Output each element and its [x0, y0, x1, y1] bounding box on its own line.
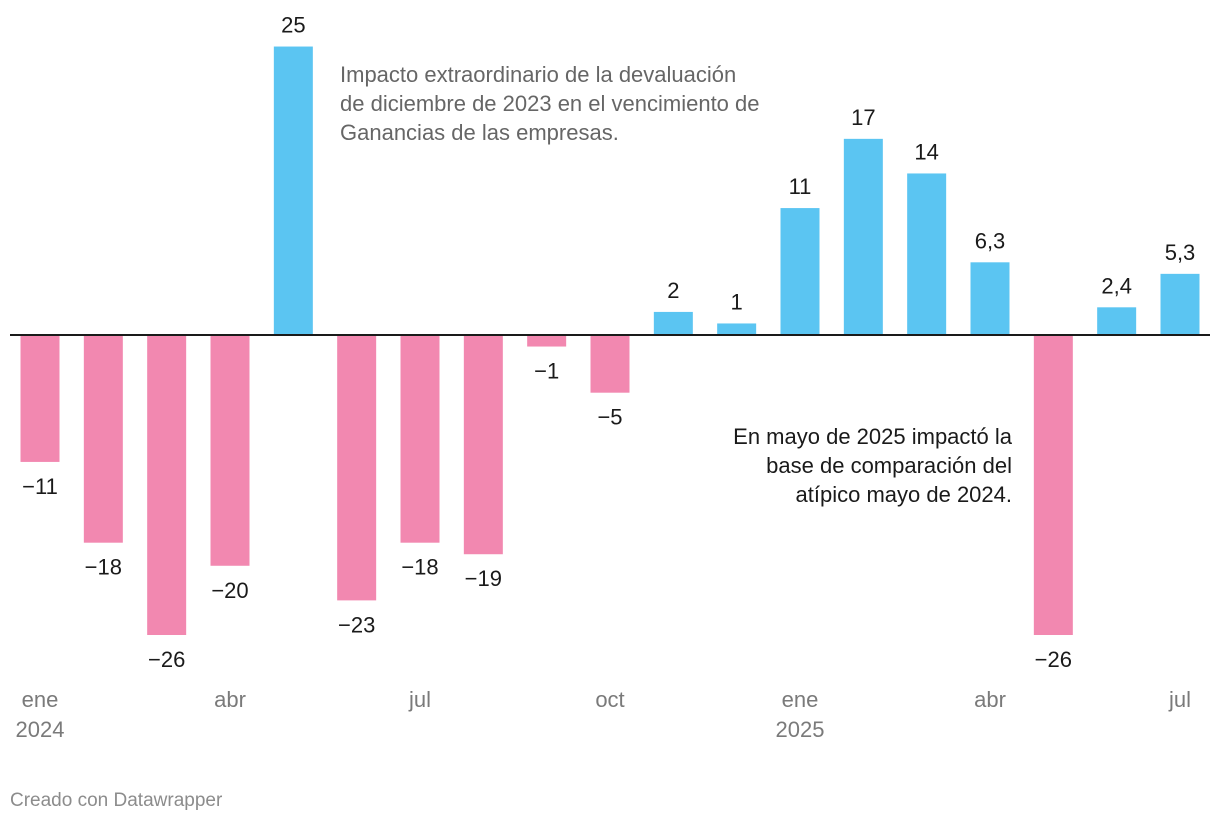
bar-18 — [1160, 273, 1200, 335]
bar-value-label-14: 14 — [914, 139, 938, 164]
annotation-may-2025: En mayo de 2025 impactó la base de compa… — [733, 424, 1012, 507]
annotation-devaluation: Impacto extraordinario de la devaluación… — [340, 62, 760, 145]
bar-value-label-5: −23 — [338, 612, 375, 637]
bar-3 — [210, 335, 250, 566]
bar-5 — [337, 335, 377, 601]
bar-17 — [1097, 307, 1137, 335]
bar-value-label-10: 2 — [667, 278, 679, 303]
bar-13 — [843, 138, 883, 335]
bar-value-label-16: −26 — [1035, 647, 1072, 672]
bar-value-label-9: −5 — [597, 405, 622, 430]
x-tick-label-6: jul — [1168, 687, 1191, 712]
bar-1 — [83, 335, 123, 543]
x-tick-label-4: ene — [782, 687, 819, 712]
bar-value-label-8: −1 — [534, 359, 559, 384]
bar-0 — [20, 335, 60, 462]
bar-value-label-6: −18 — [401, 555, 438, 580]
x-tick-label-2: jul — [408, 687, 431, 712]
bar-value-label-2: −26 — [148, 647, 185, 672]
bar-2 — [147, 335, 187, 635]
bar-value-label-18: 5,3 — [1165, 240, 1196, 265]
x-tick-label-1: abr — [214, 687, 246, 712]
bar-value-label-15: 6,3 — [975, 228, 1006, 253]
bar-value-label-17: 2,4 — [1101, 273, 1132, 298]
credit-text: Creado con Datawrapper — [10, 790, 223, 811]
bar-value-label-12: 11 — [789, 174, 812, 199]
bar-16 — [1033, 335, 1073, 635]
bar-15 — [970, 262, 1010, 335]
bar-value-label-11: 1 — [731, 289, 743, 314]
bar-14 — [907, 173, 947, 335]
bar-value-label-13: 17 — [851, 105, 875, 130]
bar-11 — [717, 323, 757, 335]
bar-10 — [653, 311, 693, 335]
bar-value-label-3: −20 — [211, 578, 248, 603]
bar-12 — [780, 208, 820, 335]
x-tick-label-3: oct — [595, 687, 624, 712]
x-tick-year-4: 2025 — [776, 717, 825, 742]
x-tick-label-0: ene — [22, 687, 59, 712]
bar-4 — [273, 46, 313, 336]
bar-8 — [527, 335, 567, 347]
x-tick-label-5: abr — [974, 687, 1006, 712]
bar-value-label-4: 25 — [281, 13, 305, 38]
bar-value-label-7: −19 — [465, 566, 502, 591]
bar-value-label-0: −11 — [22, 474, 58, 499]
bar-9 — [590, 335, 630, 393]
bar-7 — [463, 335, 503, 555]
x-tick-year-0: 2024 — [16, 717, 65, 742]
bar-value-label-1: −18 — [85, 555, 122, 580]
bar-6 — [400, 335, 440, 543]
